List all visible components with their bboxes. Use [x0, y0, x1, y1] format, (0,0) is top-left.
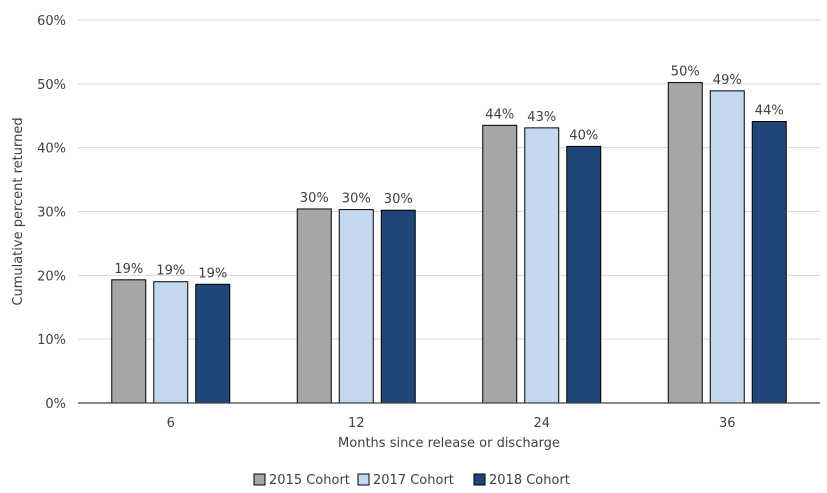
x-axis-title: Months since release or discharge: [338, 436, 560, 451]
data-label: 30%: [384, 192, 413, 207]
data-label: 19%: [198, 266, 227, 281]
bar-2015-cohort-6: [111, 279, 147, 404]
legend-label: 2015 Cohort: [269, 473, 350, 488]
bar-2018-cohort-12: [380, 209, 416, 404]
legend-label: 2017 Cohort: [373, 473, 454, 488]
y-tick-label: 20%: [37, 269, 66, 284]
data-label: 19%: [114, 262, 143, 277]
data-label: 43%: [527, 110, 556, 125]
y-tick-label: 10%: [37, 333, 66, 348]
legend-label: 2018 Cohort: [489, 473, 570, 488]
bar-2015-cohort-24: [482, 124, 518, 404]
legend-swatch: [253, 473, 266, 486]
bar-2017-cohort-24: [524, 127, 560, 404]
data-label: 30%: [342, 192, 371, 207]
y-tick-label: 40%: [37, 142, 66, 157]
data-label: 44%: [755, 103, 784, 118]
legend: 2015 Cohort 2017 Cohort 2018 Cohort: [253, 473, 570, 488]
legend-swatch: [473, 473, 486, 486]
bar-2018-cohort-24: [566, 145, 602, 404]
x-tick-label: 36: [719, 416, 736, 431]
y-axis-ticks: 0% 10% 20% 30% 40% 50% 60%: [37, 14, 66, 412]
bar-2017-cohort-6: [153, 281, 189, 404]
legend-swatch: [357, 473, 370, 486]
x-tick-label: 6: [167, 416, 175, 431]
gridlines: [78, 19, 820, 340]
y-tick-label: 60%: [37, 14, 66, 29]
data-label: 49%: [713, 73, 742, 88]
y-axis-title: Cumulative percent returned: [11, 117, 26, 305]
y-tick-label: 30%: [37, 206, 66, 221]
x-axis-ticks: 6 12 24 36: [167, 416, 736, 431]
bar-2017-cohort-36: [709, 90, 745, 404]
bars: [111, 82, 787, 404]
data-label: 50%: [671, 65, 700, 80]
data-label: 40%: [569, 128, 598, 143]
bar-2018-cohort-36: [751, 120, 787, 404]
data-label: 30%: [300, 191, 329, 206]
bar-2018-cohort-6: [195, 283, 231, 404]
x-tick-label: 24: [533, 416, 550, 431]
data-label: 44%: [485, 107, 514, 122]
y-tick-label: 0%: [45, 397, 66, 412]
data-label: 19%: [156, 264, 185, 279]
x-tick-label: 12: [348, 416, 365, 431]
bar-2015-cohort-36: [667, 82, 703, 404]
bar-2015-cohort-12: [296, 208, 332, 404]
data-labels: 19% 19% 19% 30% 30% 30% 44% 43% 40% 50% 49% 44%: [114, 65, 783, 282]
bar-2017-cohort-12: [338, 209, 374, 404]
y-tick-label: 50%: [37, 78, 66, 93]
